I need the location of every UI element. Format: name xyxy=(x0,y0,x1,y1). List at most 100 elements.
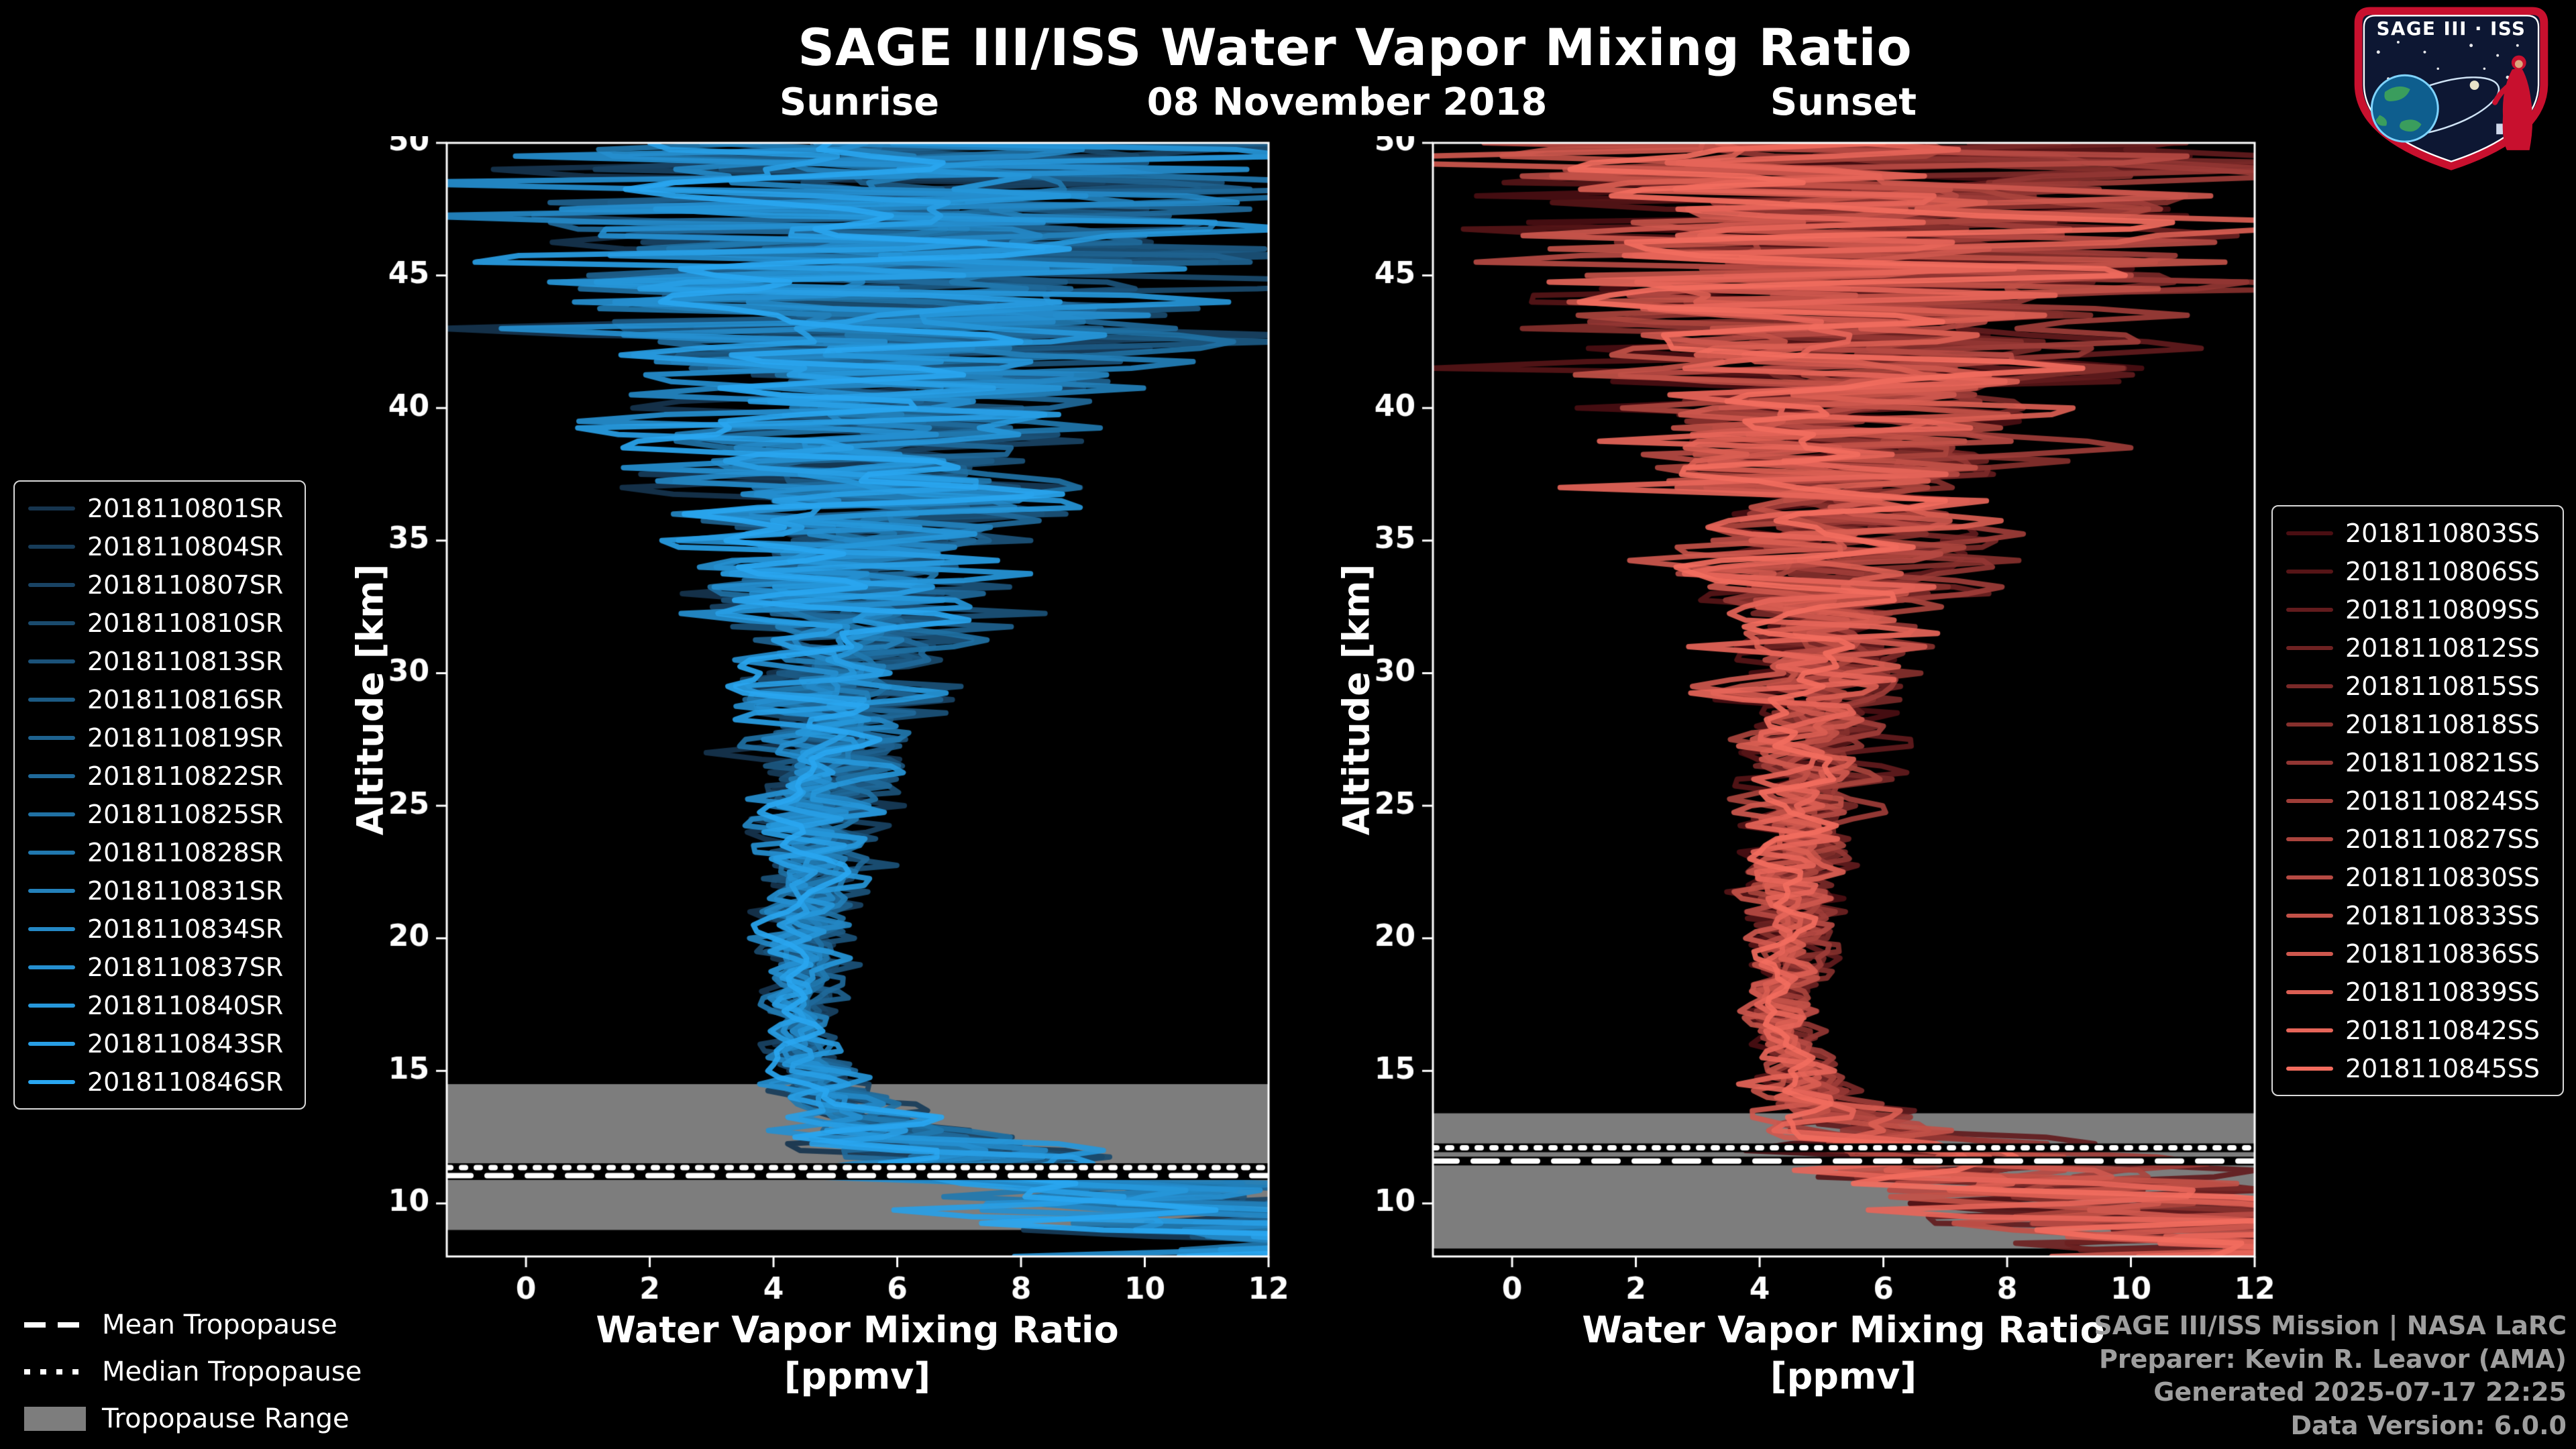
legend-item: 2018110825SR xyxy=(28,798,291,830)
legend-item: 2018110806SS xyxy=(2286,555,2549,587)
series-label: 2018110801SR xyxy=(87,493,284,523)
series-color-swatch xyxy=(28,544,75,549)
series-label: 2018110830SS xyxy=(2345,862,2540,892)
legend-item: 2018110822SR xyxy=(28,760,291,792)
series-label: 2018110812SS xyxy=(2345,633,2540,663)
date-label: 08 November 2018 xyxy=(1146,80,1548,124)
legend-item: 2018110812SS xyxy=(2286,632,2549,663)
series-color-swatch xyxy=(28,773,75,778)
median-tropopause-label: Median Tropopause xyxy=(102,1356,362,1387)
series-color-swatch xyxy=(2286,645,2333,650)
sunrise-legend: 2018110801SR 2018110804SR 2018110807SR 2018… xyxy=(13,480,306,1110)
legend-item: 2018110833SS xyxy=(2286,900,2549,931)
footer-credits: SAGE III/ISS Mission | NASA LaRC Prepare… xyxy=(2094,1309,2567,1442)
series-color-swatch xyxy=(28,1079,75,1084)
series-color-swatch xyxy=(2286,1028,2333,1032)
x-axis-label-units: [ppmv] xyxy=(1770,1355,1917,1398)
series-label: 2018110845SS xyxy=(2345,1053,2540,1083)
series-label: 2018110846SR xyxy=(87,1067,284,1097)
sage-figure-icon xyxy=(2492,55,2533,150)
series-label: 2018110807SR xyxy=(87,570,284,600)
series-color-swatch xyxy=(2286,607,2333,612)
page-title: SAGE III/ISS Water Vapor Mixing Ratio xyxy=(798,17,1913,77)
legend-item: 2018110843SR xyxy=(28,1028,291,1059)
series-label: 2018110825SR xyxy=(87,799,284,829)
median-tropopause-legend-item: Median Tropopause xyxy=(24,1356,362,1387)
series-label: 2018110818SS xyxy=(2345,709,2540,739)
sunrise-panel-title: Sunrise xyxy=(779,80,940,124)
series-color-swatch xyxy=(28,697,75,702)
series-color-swatch xyxy=(28,735,75,740)
sunrise-plot-canvas xyxy=(360,136,1352,1411)
series-label: 2018110834SR xyxy=(87,914,284,944)
dotted-line-icon xyxy=(24,1369,86,1375)
legend-item: 2018110813SR xyxy=(28,645,291,677)
series-color-swatch xyxy=(28,812,75,816)
series-label: 2018110809SS xyxy=(2345,594,2540,625)
sunset-panel-title: Sunset xyxy=(1770,80,1917,124)
series-color-swatch xyxy=(2286,722,2333,727)
legend-item: 2018110810SR xyxy=(28,607,291,639)
x-axis-label-text: Water Vapor Mixing Ratio xyxy=(596,1309,1119,1351)
series-color-swatch xyxy=(28,1041,75,1046)
series-label: 2018110822SR xyxy=(87,761,284,791)
y-axis-label-sunset: Altitude [km] xyxy=(1335,564,1378,836)
series-color-swatch xyxy=(28,1003,75,1008)
series-color-swatch xyxy=(28,888,75,893)
series-color-swatch xyxy=(28,926,75,931)
series-color-swatch xyxy=(28,621,75,625)
series-color-swatch xyxy=(2286,875,2333,879)
tropopause-legend: Mean Tropopause Median Tropopause Tropop… xyxy=(24,1309,362,1434)
legend-item: 2018110818SS xyxy=(2286,708,2549,740)
patch-title: SAGE III · ISS xyxy=(2377,17,2526,40)
y-axis-label-sunrise: Altitude [km] xyxy=(349,564,392,836)
legend-item: 2018110803SS xyxy=(2286,517,2549,549)
series-color-swatch xyxy=(28,506,75,511)
legend-item: 2018110815SS xyxy=(2286,670,2549,702)
legend-item: 2018110845SS xyxy=(2286,1053,2549,1084)
series-color-swatch xyxy=(2286,569,2333,574)
footer-version-line: Data Version: 6.0.0 xyxy=(2290,1410,2567,1440)
legend-item: 2018110824SS xyxy=(2286,785,2549,816)
legend-item: 2018110846SR xyxy=(28,1066,291,1097)
legend-item: 2018110821SS xyxy=(2286,747,2549,778)
moon-icon xyxy=(2469,80,2479,90)
series-color-swatch xyxy=(2286,913,2333,918)
legend-item: 2018110807SR xyxy=(28,569,291,600)
legend-item: 2018110837SR xyxy=(28,951,291,983)
footer-mission-line: SAGE III/ISS Mission | NASA LaRC xyxy=(2094,1311,2567,1341)
series-label: 2018110827SS xyxy=(2345,824,2540,854)
series-label: 2018110819SR xyxy=(87,722,284,753)
series-label: 2018110824SS xyxy=(2345,786,2540,816)
legend-item: 2018110801SR xyxy=(28,492,291,524)
legend-item: 2018110828SR xyxy=(28,837,291,868)
sunset-legend: 2018110803SS 2018110806SS 2018110809SS 2018… xyxy=(2271,505,2564,1096)
footer-preparer-line: Preparer: Kevin R. Leavor (AMA) xyxy=(2099,1344,2567,1374)
sage-iii-iss-mission-patch: SAGE III · ISS xyxy=(2354,7,2548,170)
series-color-swatch xyxy=(2286,798,2333,803)
series-color-swatch xyxy=(2286,837,2333,841)
series-label: 2018110813SR xyxy=(87,646,284,676)
legend-item: 2018110840SR xyxy=(28,989,291,1021)
x-axis-label-units: [ppmv] xyxy=(784,1355,931,1398)
series-color-swatch xyxy=(2286,760,2333,765)
series-label: 2018110833SS xyxy=(2345,900,2540,930)
series-label: 2018110828SR xyxy=(87,837,284,867)
legend-item: 2018110819SR xyxy=(28,722,291,753)
series-label: 2018110840SR xyxy=(87,990,284,1020)
series-label: 2018110837SR xyxy=(87,952,284,982)
legend-item: 2018110827SS xyxy=(2286,823,2549,855)
tropopause-range-label: Tropopause Range xyxy=(102,1403,350,1434)
series-label: 2018110816SR xyxy=(87,684,284,714)
series-label: 2018110803SS xyxy=(2345,518,2540,548)
series-label: 2018110815SS xyxy=(2345,671,2540,701)
legend-item: 2018110839SS xyxy=(2286,976,2549,1008)
series-color-swatch xyxy=(2286,989,2333,994)
legend-item: 2018110834SR xyxy=(28,913,291,945)
x-axis-label-sunset: Water Vapor Mixing Ratio [ppmv] xyxy=(1508,1307,2179,1399)
legend-item: 2018110830SS xyxy=(2286,861,2549,893)
series-color-swatch xyxy=(2286,684,2333,688)
series-color-swatch xyxy=(2286,951,2333,956)
series-color-swatch xyxy=(2286,1066,2333,1071)
series-label: 2018110806SS xyxy=(2345,556,2540,586)
